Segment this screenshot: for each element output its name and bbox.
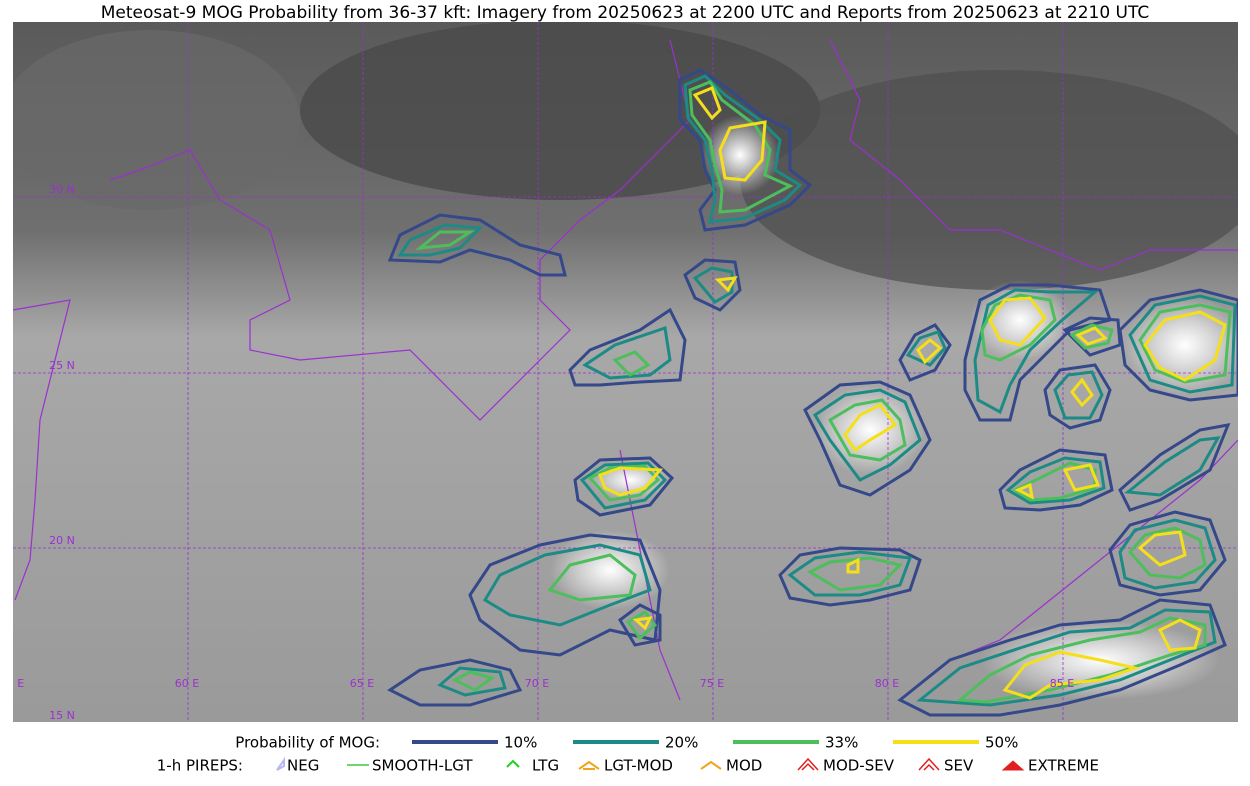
legend-icon	[578, 760, 600, 770]
dark-area	[300, 22, 820, 200]
legend-label: MOD	[726, 757, 762, 775]
dark-area	[740, 70, 1238, 290]
legend-label: SEV	[944, 757, 974, 775]
lat-label: 15 N	[49, 709, 75, 722]
map: 55 E 60 E 65 E 70 E 75 E 80 E 85 E 30 N …	[0, 22, 1238, 722]
legend-icon	[1001, 760, 1025, 771]
legend-icon	[700, 760, 722, 770]
lat-label: 25 N	[49, 359, 75, 372]
contours	[387, 68, 1238, 717]
legend-label: MOD-SEV	[823, 757, 895, 775]
legend-icon	[506, 759, 520, 768]
legend-label: LTG	[532, 757, 559, 775]
legend-label: 20%	[665, 734, 698, 752]
geo-labels: 55 E 60 E 65 E 70 E 75 E 80 E 85 E 30 N …	[0, 183, 1074, 722]
legend-title: 1-h PIREPS:	[157, 757, 243, 775]
legend-label: 10%	[504, 734, 537, 752]
lon-label: 75 E	[700, 677, 724, 690]
legend-label: NEG	[287, 757, 319, 775]
legend-icon	[918, 757, 940, 771]
lon-label: 70 E	[525, 677, 549, 690]
dark-area	[13, 30, 300, 210]
cloud	[815, 385, 925, 475]
legend-icon	[797, 757, 819, 771]
legend-label: EXTREME	[1028, 757, 1099, 775]
lon-label: 60 E	[175, 677, 199, 690]
lat-label: 30 N	[49, 183, 75, 196]
lon-label: 80 E	[875, 677, 899, 690]
lon-label: 85 E	[1050, 677, 1074, 690]
legend-label: 50%	[985, 734, 1018, 752]
legend-label: 33%	[825, 734, 858, 752]
legend: Probability of MOG: 1-h PIREPS: 10% 20% 33…	[157, 734, 1099, 775]
lon-label: 65 E	[350, 677, 374, 690]
borders	[13, 39, 1238, 701]
legend-icon	[276, 756, 285, 771]
legend-label: LGT-MOD	[604, 757, 673, 775]
legend-label: SMOOTH-LGT	[372, 757, 473, 775]
lon-label: 55 E	[0, 677, 24, 690]
legend-title: Probability of MOG:	[235, 734, 380, 752]
lat-label: 20 N	[49, 534, 75, 547]
title: Meteosat-9 MOG Probability from 36-37 kf…	[101, 3, 1150, 23]
grid	[13, 22, 1238, 722]
